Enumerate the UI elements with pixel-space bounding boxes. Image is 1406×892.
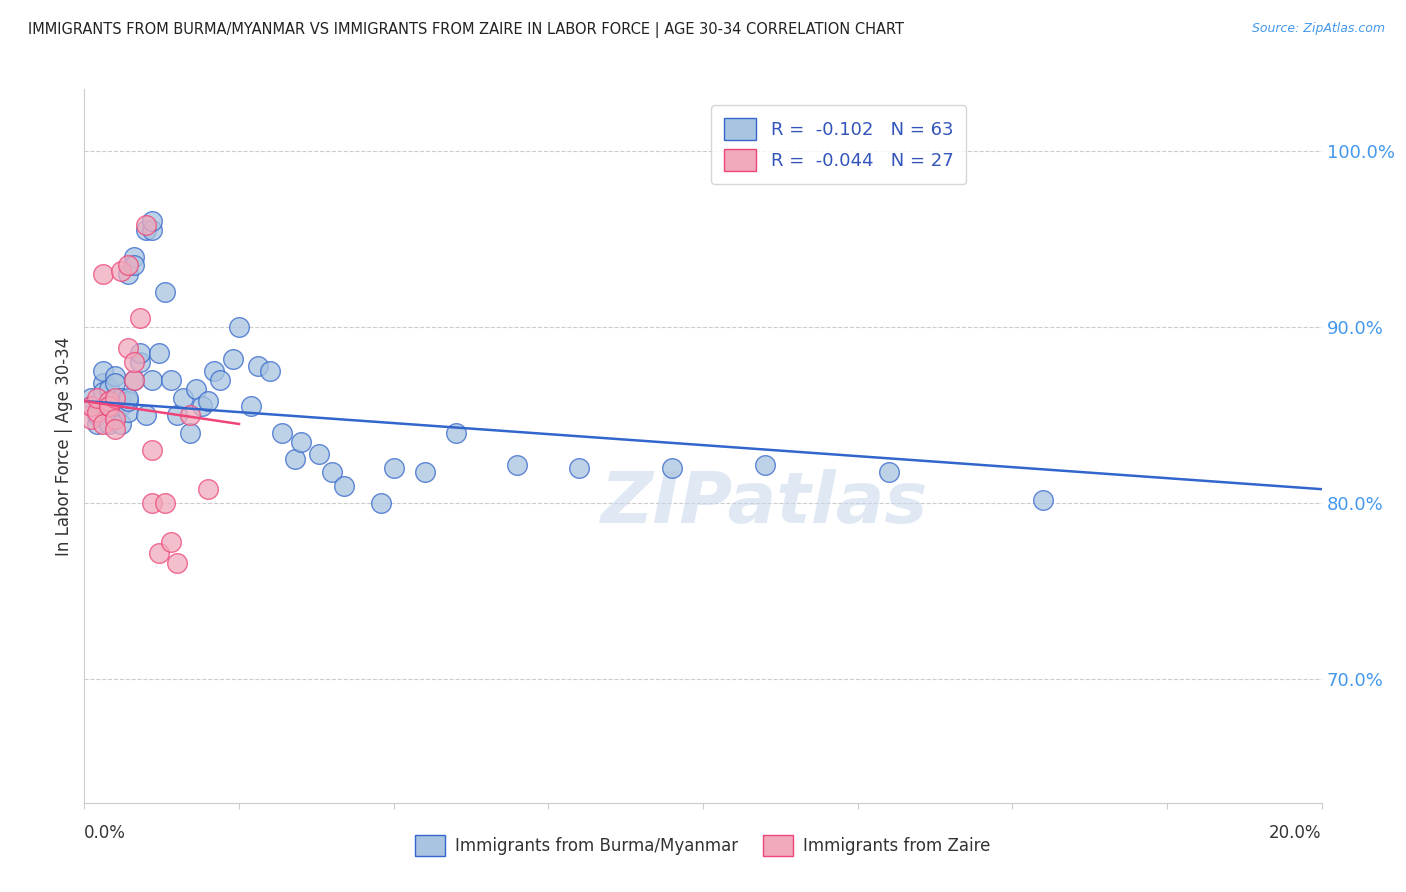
- Point: [86, 391, 108, 405]
- Point: [79, 400, 101, 414]
- Point: [191, 400, 214, 414]
- Point: [117, 341, 139, 355]
- Point: [117, 404, 139, 418]
- Point: [148, 546, 170, 560]
- Point: [209, 373, 232, 387]
- Point: [104, 411, 127, 425]
- Text: IMMIGRANTS FROM BURMA/MYANMAR VS IMMIGRANTS FROM ZAIRE IN LABOR FORCE | AGE 30-3: IMMIGRANTS FROM BURMA/MYANMAR VS IMMIGRA…: [28, 22, 904, 38]
- Point: [197, 394, 219, 409]
- Point: [370, 496, 392, 510]
- Point: [135, 223, 157, 237]
- Point: [160, 535, 183, 549]
- Point: [104, 422, 127, 436]
- Point: [91, 385, 114, 400]
- Point: [153, 285, 176, 299]
- Point: [141, 496, 163, 510]
- Point: [98, 400, 121, 414]
- Point: [110, 391, 132, 405]
- Point: [148, 346, 170, 360]
- Point: [413, 465, 436, 479]
- Point: [86, 417, 108, 431]
- Point: [91, 417, 114, 431]
- Text: 20.0%: 20.0%: [1270, 824, 1322, 842]
- Point: [104, 408, 127, 422]
- Point: [98, 382, 121, 396]
- Point: [98, 417, 121, 431]
- Point: [228, 320, 250, 334]
- Text: ZIPatlas: ZIPatlas: [602, 468, 928, 538]
- Point: [141, 443, 163, 458]
- Point: [179, 425, 201, 440]
- Point: [129, 346, 152, 360]
- Point: [184, 382, 207, 396]
- Point: [382, 461, 405, 475]
- Point: [79, 400, 101, 414]
- Point: [197, 482, 219, 496]
- Point: [284, 452, 307, 467]
- Point: [172, 391, 194, 405]
- Point: [160, 373, 183, 387]
- Point: [104, 369, 127, 384]
- Point: [568, 461, 591, 475]
- Point: [506, 458, 529, 472]
- Y-axis label: In Labor Force | Age 30-34: In Labor Force | Age 30-34: [55, 336, 73, 556]
- Point: [91, 364, 114, 378]
- Point: [98, 400, 121, 414]
- Point: [91, 267, 114, 281]
- Point: [91, 376, 114, 391]
- Point: [1032, 492, 1054, 507]
- Point: [754, 458, 776, 472]
- Point: [240, 400, 263, 414]
- Point: [259, 364, 281, 378]
- Point: [79, 411, 101, 425]
- Point: [110, 417, 132, 431]
- Point: [104, 376, 127, 391]
- Point: [117, 267, 139, 281]
- Point: [110, 400, 132, 414]
- Point: [179, 408, 201, 422]
- Point: [122, 250, 145, 264]
- Point: [141, 373, 163, 387]
- Point: [122, 259, 145, 273]
- Text: Source: ZipAtlas.com: Source: ZipAtlas.com: [1251, 22, 1385, 36]
- Point: [104, 391, 127, 405]
- Point: [877, 465, 900, 479]
- Point: [86, 408, 108, 422]
- Point: [308, 447, 330, 461]
- Point: [333, 478, 356, 492]
- Point: [290, 434, 312, 449]
- Point: [166, 408, 188, 422]
- Point: [271, 425, 294, 440]
- Point: [122, 373, 145, 387]
- Point: [202, 364, 225, 378]
- Point: [444, 425, 467, 440]
- Point: [129, 311, 152, 326]
- Text: 0.0%: 0.0%: [84, 824, 127, 842]
- Point: [135, 218, 157, 232]
- Point: [129, 355, 152, 369]
- Point: [135, 408, 157, 422]
- Point: [122, 355, 145, 369]
- Point: [117, 394, 139, 409]
- Point: [661, 461, 683, 475]
- Point: [321, 465, 343, 479]
- Point: [153, 496, 176, 510]
- Point: [86, 404, 108, 418]
- Legend: Immigrants from Burma/Myanmar, Immigrants from Zaire: Immigrants from Burma/Myanmar, Immigrant…: [409, 829, 997, 863]
- Point: [222, 351, 245, 366]
- Point: [98, 400, 121, 414]
- Point: [117, 391, 139, 405]
- Point: [246, 359, 269, 373]
- Point: [122, 373, 145, 387]
- Point: [104, 394, 127, 409]
- Point: [110, 263, 132, 277]
- Point: [166, 556, 188, 570]
- Point: [117, 259, 139, 273]
- Point: [98, 394, 121, 409]
- Point: [141, 214, 163, 228]
- Point: [79, 391, 101, 405]
- Point: [141, 223, 163, 237]
